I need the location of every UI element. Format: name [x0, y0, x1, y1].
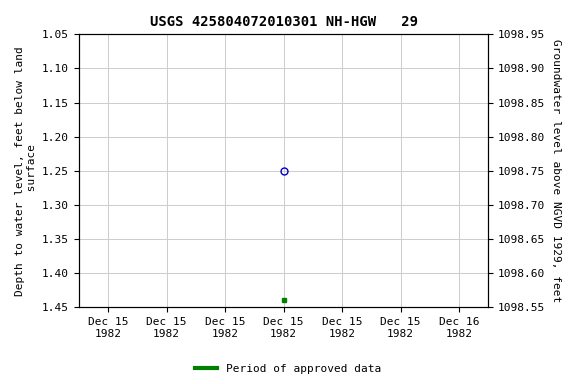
Legend: Period of approved data: Period of approved data [191, 359, 385, 379]
Y-axis label: Depth to water level, feet below land
 surface: Depth to water level, feet below land su… [15, 46, 37, 296]
Y-axis label: Groundwater level above NGVD 1929, feet: Groundwater level above NGVD 1929, feet [551, 39, 561, 302]
Title: USGS 425804072010301 NH-HGW   29: USGS 425804072010301 NH-HGW 29 [150, 15, 418, 29]
